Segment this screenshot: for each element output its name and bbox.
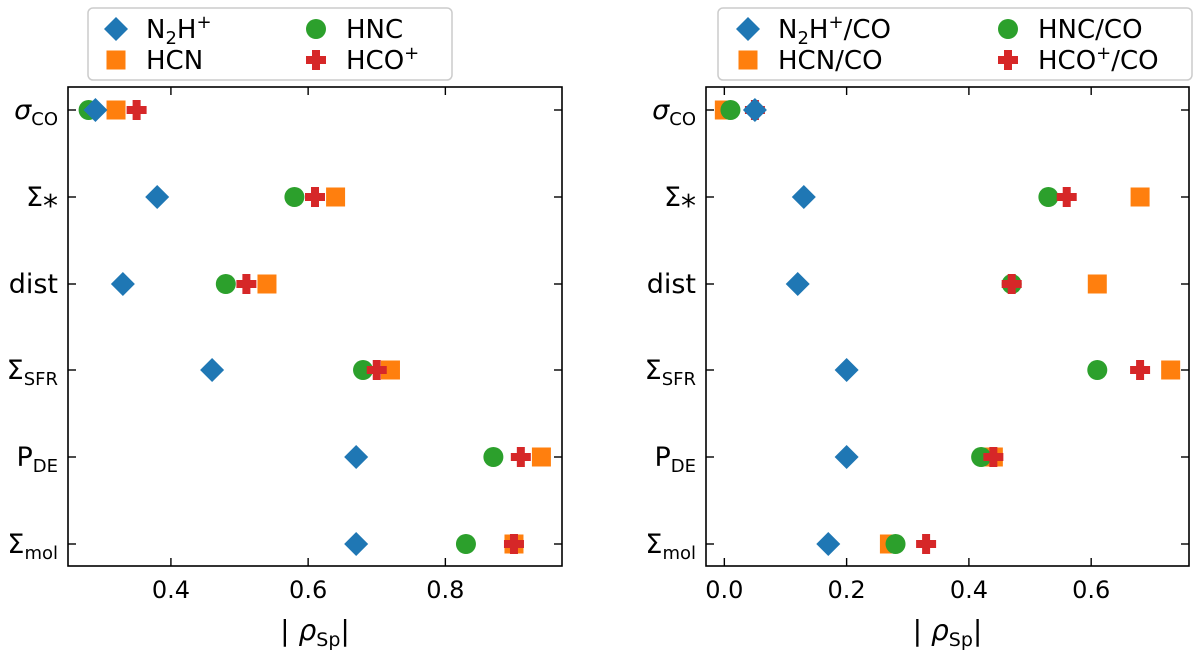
point-diamond [83, 98, 108, 122]
x-tick-label: 0.0 [705, 576, 743, 604]
y-tick-label: PDE [16, 442, 58, 477]
y-tick-label: Σ* [664, 182, 696, 224]
point-square [1161, 360, 1181, 380]
point-square [380, 360, 400, 380]
legend-label: HNC/CO [1038, 15, 1143, 45]
legend-label: HCO+ [346, 43, 419, 76]
point-circle [971, 447, 992, 467]
legend-box [87, 7, 453, 81]
point-square [1087, 274, 1107, 294]
point-circle [483, 447, 504, 467]
y-tick-label: dist [9, 269, 58, 300]
y-tick-label: ΣSFR [645, 355, 696, 390]
point-circle [455, 534, 476, 554]
legend-marker-circle [306, 19, 326, 39]
y-tick-label: ΣSFR [7, 355, 58, 390]
point-circle [1087, 360, 1108, 380]
legend-label: HCN [146, 46, 203, 76]
legend-label: HCN/CO [778, 46, 883, 76]
point-plus [1056, 187, 1077, 207]
point-circle [1038, 187, 1059, 207]
legend-marker-plus [306, 50, 326, 70]
point-diamond [834, 358, 859, 382]
legend-label: HCO+/CO [1038, 43, 1159, 76]
point-plus [126, 100, 147, 120]
y-tick-label: PDE [654, 442, 696, 477]
point-plus [1001, 274, 1022, 294]
point-diamond [110, 272, 135, 296]
plot-frame [705, 86, 1190, 567]
point-diamond [200, 358, 225, 382]
point-plus [236, 274, 257, 294]
point-diamond [816, 532, 841, 556]
point-diamond [785, 272, 810, 296]
legend-label: N2H+ [146, 12, 212, 49]
point-circle [284, 187, 305, 207]
y-tick-label: dist [647, 269, 696, 300]
point-plus [510, 447, 531, 467]
point-circle [215, 274, 236, 294]
point-diamond [791, 185, 816, 209]
point-plus [366, 360, 387, 380]
point-diamond [145, 185, 170, 209]
point-diamond [344, 532, 369, 556]
point-diamond [742, 98, 767, 122]
y-tick-label: Σ* [26, 182, 58, 224]
point-diamond [344, 445, 369, 469]
x-axis-label: | ρSp| [280, 614, 350, 651]
point-square [326, 187, 346, 207]
legend-box [717, 7, 1193, 81]
legend-marker-diamond [736, 17, 760, 41]
point-plus [305, 187, 325, 207]
point-square [106, 100, 126, 120]
point-square [1130, 187, 1150, 207]
legend-marker-square [738, 50, 758, 70]
point-plus [503, 534, 524, 554]
plot-frame [67, 86, 563, 567]
legend-marker-plus [998, 50, 1018, 70]
point-plus [1130, 360, 1151, 380]
x-tick-label: 0.4 [152, 576, 190, 604]
legend-marker-square [106, 50, 126, 70]
point-square [257, 274, 277, 294]
y-tick-label: Σmol [645, 529, 696, 564]
point-circle [720, 100, 741, 120]
legend-label: N2H+/CO [778, 12, 891, 49]
x-axis-label: | ρSp| [913, 614, 983, 651]
point-circle [885, 534, 906, 554]
x-tick-label: 0.8 [426, 576, 464, 604]
panel-2: 0.0 0.2 0.4 0.6 σCO Σ* dist ΣSFR PDE Σmol | ρSp| N2… [645, 7, 1193, 651]
x-tick-label: 0.2 [828, 576, 866, 604]
x-tick-label: 0.6 [1072, 576, 1110, 604]
point-circle [353, 360, 374, 380]
legend-marker-diamond [104, 17, 128, 41]
legend-marker-circle [998, 19, 1018, 39]
point-plus [916, 534, 937, 554]
y-tick-label: σCO [14, 95, 58, 130]
point-plus [983, 447, 1004, 467]
x-tick-label: 0.4 [950, 576, 988, 604]
point-square [531, 447, 551, 467]
y-tick-label: Σmol [7, 529, 58, 564]
x-tick-label: 0.6 [289, 576, 327, 604]
y-tick-label: σCO [652, 95, 696, 130]
legend-label: HNC [346, 15, 403, 45]
point-diamond [834, 445, 859, 469]
